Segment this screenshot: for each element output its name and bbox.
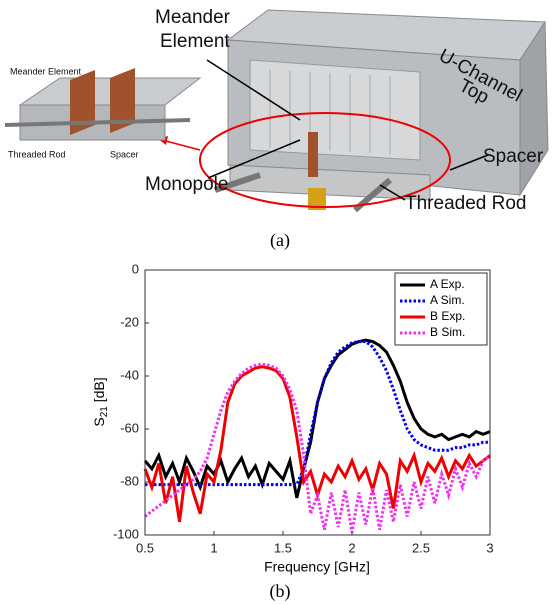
- series-line: [144, 362, 491, 533]
- y-label-part: [dB]: [91, 377, 107, 406]
- x-tick-label: 2: [348, 540, 355, 555]
- label: Monopole: [145, 174, 228, 195]
- inset-label: Meander Element: [10, 66, 82, 76]
- x-tick-label: 3: [486, 540, 493, 555]
- series-line: [143, 365, 491, 523]
- y-label-sub: 21: [99, 406, 110, 418]
- legend-label: B Sim.: [430, 325, 465, 339]
- label: Threaded Rod: [405, 193, 526, 214]
- legend-label: A Sim.: [430, 293, 465, 307]
- y-tick-label: -20: [120, 314, 139, 329]
- legend-label: A Exp.: [430, 277, 465, 291]
- x-tick-label: 1.5: [274, 540, 292, 555]
- y-axis-label: S21 [dB]: [91, 377, 110, 426]
- y-tick-label: -100: [113, 526, 139, 541]
- y-tick-label: -80: [120, 473, 139, 488]
- legend-label: B Exp.: [430, 309, 465, 323]
- caption: (b): [270, 581, 291, 602]
- y-tick-label: -40: [120, 367, 139, 382]
- label: Element: [160, 31, 230, 52]
- x-tick-label: 0.5: [136, 540, 154, 555]
- plot-frame: [144, 269, 491, 536]
- label: Meander: [155, 7, 231, 28]
- caption: (a): [270, 230, 290, 251]
- series-line: [143, 338, 491, 499]
- y-tick-label: -60: [120, 420, 139, 435]
- inset-label: Spacer: [110, 149, 139, 159]
- photo: [4, 9, 549, 213]
- x-axis-label: Frequency [GHz]: [264, 559, 370, 575]
- x-tick-label: 2.5: [412, 540, 430, 555]
- y-label-part: S: [91, 417, 107, 426]
- x-tick-label: 1: [210, 540, 217, 555]
- label: Spacer: [483, 146, 544, 167]
- y-tick-label: 0: [132, 261, 139, 276]
- inset-label: Threaded Rod: [8, 149, 66, 159]
